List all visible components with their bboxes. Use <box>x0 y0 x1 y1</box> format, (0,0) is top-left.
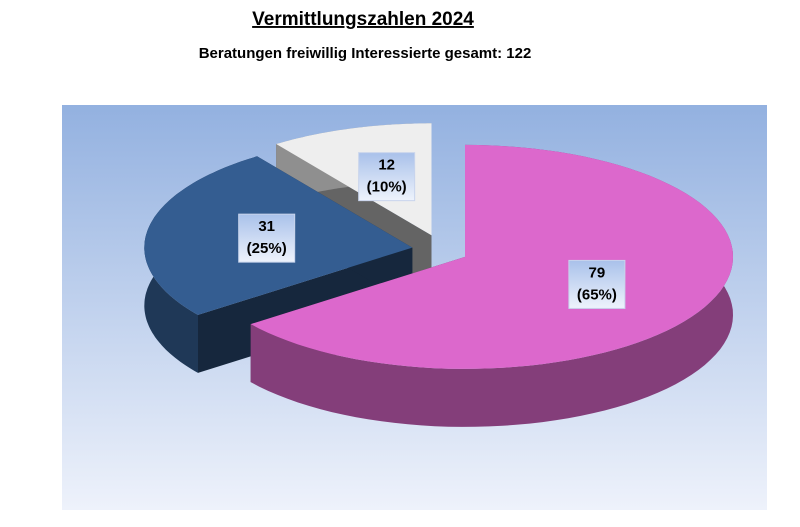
data-label: 79 <box>589 264 606 281</box>
chart-subtitle: Beratungen freiwillig Interessierte gesa… <box>199 45 532 62</box>
chart-title: Vermittlungszahlen 2024 <box>252 9 474 30</box>
data-label-box <box>358 152 416 202</box>
slice: 79 (65%) <box>250 144 733 427</box>
data-label: 12 <box>378 157 395 174</box>
slice-top <box>250 144 733 369</box>
data-label-percent: (65%) <box>577 286 617 303</box>
data-label-percent: (10%) <box>367 179 407 196</box>
data-label: 31 <box>258 218 275 235</box>
data-label-percent: (25%) <box>247 240 287 257</box>
slice-top <box>276 123 432 236</box>
data-label-box <box>238 213 296 263</box>
data-label-box <box>568 259 626 309</box>
